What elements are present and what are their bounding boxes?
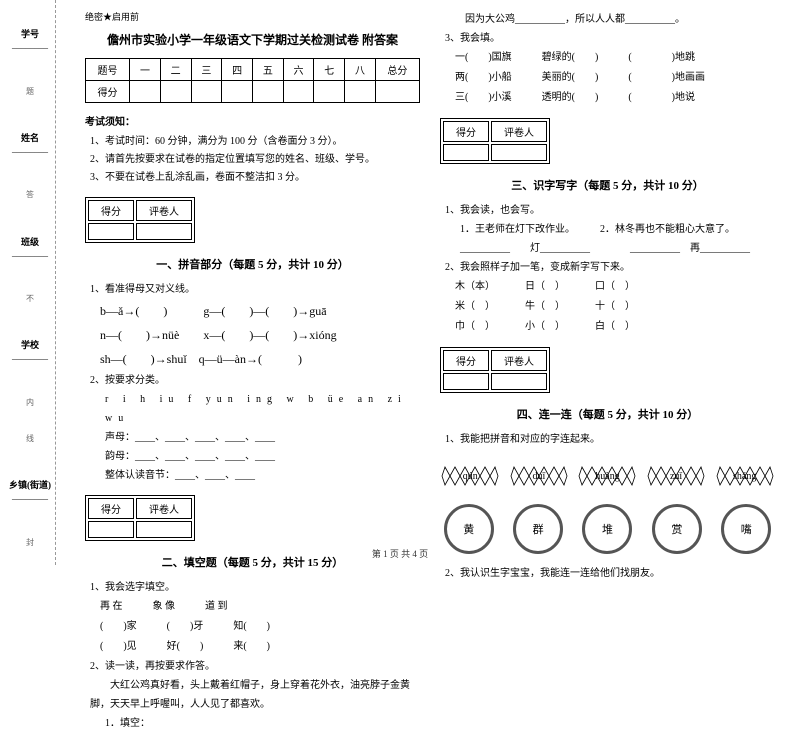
seal-char-2: 答 (25, 190, 36, 198)
zigzag-5: shǎng (715, 459, 775, 494)
p2-sub1: 1．填空： (105, 714, 420, 733)
p2-q2: 2、读一读，再按要求作答。 (90, 657, 420, 676)
margin-field-3: 班级________ (12, 235, 48, 258)
zigzag-1: qún (440, 459, 500, 494)
zigzag-4: zuǐ (646, 459, 706, 494)
p2-q3: 3、我会填。 (445, 29, 775, 48)
notice-head: 考试须知： (85, 113, 420, 128)
scorebox-3: 得分评卷人 (440, 118, 550, 164)
right-column: 因为大公鸡__________，所以人人都__________。 3、我会填。 … (430, 10, 785, 555)
secret-label: 绝密★启用前 (85, 10, 420, 23)
zigzag-3: huàng (577, 459, 637, 494)
p3-q1: 1、我会读，也会写。 (445, 201, 775, 220)
seal-char-5: 线 (25, 434, 36, 442)
p2-para: 大红公鸡真好看，头上戴着红帽子，身上穿着花外衣，油亮脖子金黄脚，天天早上呼喔叫，… (90, 676, 420, 714)
margin-field-1: 乡镇(街道)________ (9, 478, 51, 501)
p2-f3: 三( )小溪透明的( )( )地说 (455, 88, 775, 108)
p1-line3: sh—( )→shuǐ q—ü—àn→( ) (100, 347, 420, 371)
left-column: 绝密★启用前 儋州市实验小学一年级语文下学期过关检测试卷 附答案 题号一二三四五… (75, 10, 430, 555)
margin-field-2: 学校________ (12, 338, 48, 361)
notice-1: 1、考试时间：60 分钟，满分为 100 分（含卷面分 3 分）。 (90, 133, 420, 151)
p1-q1: 1、看准得母又对义线。 (90, 280, 420, 299)
dashed-separator (55, 0, 56, 565)
p2-f1: 一( )国旗碧绿的( )( )地跳 (455, 48, 775, 68)
p3-q2: 2、我会照样子加一笔，变成新字写下来。 (445, 258, 775, 277)
margin-field-5: 学号________ (12, 27, 48, 50)
p2-row3: ( )见好( )来( ) (100, 637, 420, 657)
p3-r1: 木（本）日（ ）口（ ） (455, 277, 775, 297)
seal-char-4: 内 (25, 398, 36, 406)
scorebox-4: 得分评卷人 (440, 347, 550, 393)
exam-title: 儋州市实验小学一年级语文下学期过关检测试卷 附答案 (85, 31, 420, 48)
seal-char-6: 封 (25, 538, 36, 546)
p1-line2: n—( )→nüè x—( )—( )→xióng (100, 323, 420, 347)
seal-char-1: 题 (25, 87, 36, 95)
p2-q1: 1、我会选字填空。 (90, 578, 420, 597)
p1-letters: r i h iu f yun ing w b üe an zi wu (105, 390, 420, 428)
score-table: 题号一二三四五六七八总分 得分 (85, 58, 420, 103)
zigzag-row: qún duī huàng zuǐ shǎng (440, 459, 775, 494)
p2-righttop: 因为大公鸡__________，所以人人都__________。 (445, 10, 775, 29)
p2-f2: 两( )小船美丽的( )( )地画画 (455, 68, 775, 88)
part3-title: 三、识字写字（每题 5 分，共计 10 分） (440, 177, 775, 193)
p1-r2: 韵母：____、____、____、____、____ (105, 447, 420, 466)
part4-title: 四、连一连（每题 5 分，共计 10 分） (440, 406, 775, 422)
notice-2: 2、请首先按要求在试卷的指定位置填写您的姓名、班级、学号。 (90, 151, 420, 169)
p2-row1: 再 在象 像道 到 (100, 597, 420, 617)
seal-char-3: 不 (25, 294, 36, 302)
scorebox-1: 得分评卷人 (85, 197, 195, 243)
p2-row2: ( )家( )牙知( ) (100, 617, 420, 637)
p4-q2: 2、我认识生字宝宝，我能连一连给他们找朋友。 (445, 564, 775, 583)
p1-line1: b—ǎ→( ) g—( )—( )→guā (100, 299, 420, 323)
p3-r2: 米（ ）牛（ ）十（ ） (455, 297, 775, 317)
p1-r3: 整体认读音节：____、____、____ (105, 466, 420, 485)
p1-r1: 声母：____、____、____、____、____ (105, 428, 420, 447)
p4-q1: 1、我能把拼音和对应的字连起来。 (445, 430, 775, 449)
scorebox-2: 得分评卷人 (85, 495, 195, 541)
binding-margin: 学号________ 题 姓名________ 答 班级________ 不 学… (0, 0, 60, 565)
notice-3: 3、不要在试卷上乱涂乱画，卷面不整洁扣 3 分。 (90, 169, 420, 187)
p1-q2: 2、按要求分类。 (90, 371, 420, 390)
p3-s1: 1．王老师在灯下改作业。 2．林冬再也不能粗心大意了。 (460, 220, 775, 239)
zigzag-2: duī (509, 459, 569, 494)
p3-s2: __________ 灯__________ __________ 再_____… (460, 239, 775, 258)
margin-field-4: 姓名________ (12, 131, 48, 154)
p3-r3: 巾（ ）小（ ）白（ ） (455, 317, 775, 337)
part1-title: 一、拼音部分（每题 5 分，共计 10 分） (85, 256, 420, 272)
page-footer: 第 1 页 共 4 页 (0, 547, 800, 560)
